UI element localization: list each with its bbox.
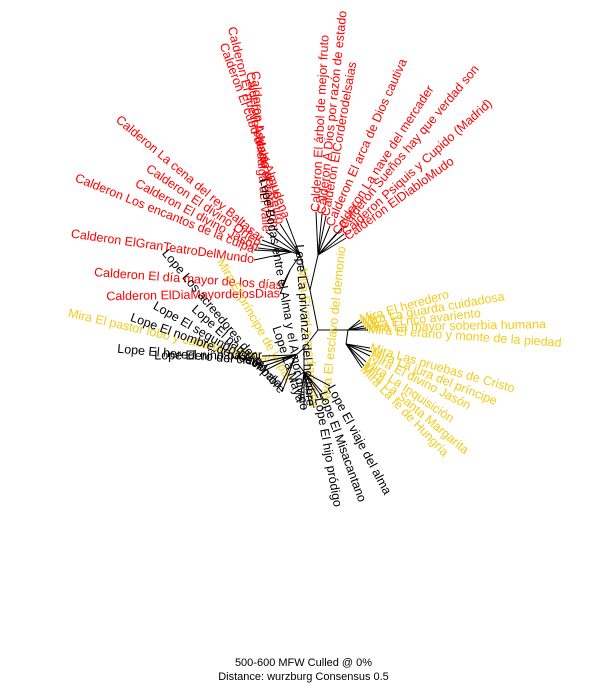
leaf-branch: [345, 343, 371, 357]
leaf-label-mira: Mira El esclavo del demonio: [318, 246, 348, 403]
leaf-branch: [347, 321, 363, 331]
tree-branch: [299, 254, 311, 291]
leaf-branch: [303, 371, 331, 387]
leaf-branch: [303, 371, 319, 399]
leaf-branch: [263, 354, 297, 367]
leaf-branch: [299, 371, 305, 403]
leaf-branch: [265, 354, 297, 371]
leaf-branch: [261, 354, 297, 357]
leaf-branch: [315, 211, 319, 256]
caption-line-1: 500-600 MFW Culled @ 0%: [234, 657, 373, 669]
leaf-branch: [303, 371, 327, 403]
leaf-branch: [281, 354, 297, 393]
leaf-branch: [261, 354, 297, 363]
leaf-branch: [317, 225, 331, 256]
leaf-label-lope: Lope El niño pastor: [154, 348, 262, 362]
leaf-branch: [259, 243, 293, 253]
leaf-branch: [345, 343, 371, 349]
leaf-branch: [317, 233, 345, 256]
tree-branch: [289, 254, 301, 271]
leaf-branch: [253, 249, 293, 253]
leaf-branch: [279, 354, 297, 387]
leaf-branch: [279, 269, 291, 295]
leaf-label-calderon: Calderon ElDiaMayordelosDias: [106, 286, 280, 303]
leaf-branch: [345, 343, 363, 369]
leaf-branch: [303, 371, 315, 409]
caption-line-2: Distance: wurzburg Consensus 0.5: [218, 671, 389, 683]
tree-branch: [309, 289, 319, 331]
leaf-branch: [303, 371, 323, 393]
leaf-branch: [273, 227, 301, 256]
leaf-branch: [317, 215, 327, 256]
leaf-branch: [285, 217, 301, 256]
leaf-branch: [289, 371, 305, 383]
leaf-branch: [279, 223, 301, 256]
tree-branch: [345, 329, 349, 345]
leaf-branch: [317, 213, 323, 256]
leaf-branch: [345, 343, 373, 353]
leaf-branch: [265, 231, 301, 256]
leaf-branch: [317, 237, 347, 256]
tree-branch: [309, 254, 319, 291]
leaf-branch: [303, 371, 311, 407]
tree-branch: [303, 329, 319, 349]
leaf-branch: [261, 239, 293, 253]
leaf-branch: [345, 343, 367, 363]
leaf-branch: [253, 251, 293, 261]
tree-branch: [295, 347, 305, 356]
tree-branch: [297, 363, 305, 373]
leaf-branch: [317, 227, 343, 256]
leaf-label-mira: Mira La mayor soberbia humana: [366, 317, 546, 334]
